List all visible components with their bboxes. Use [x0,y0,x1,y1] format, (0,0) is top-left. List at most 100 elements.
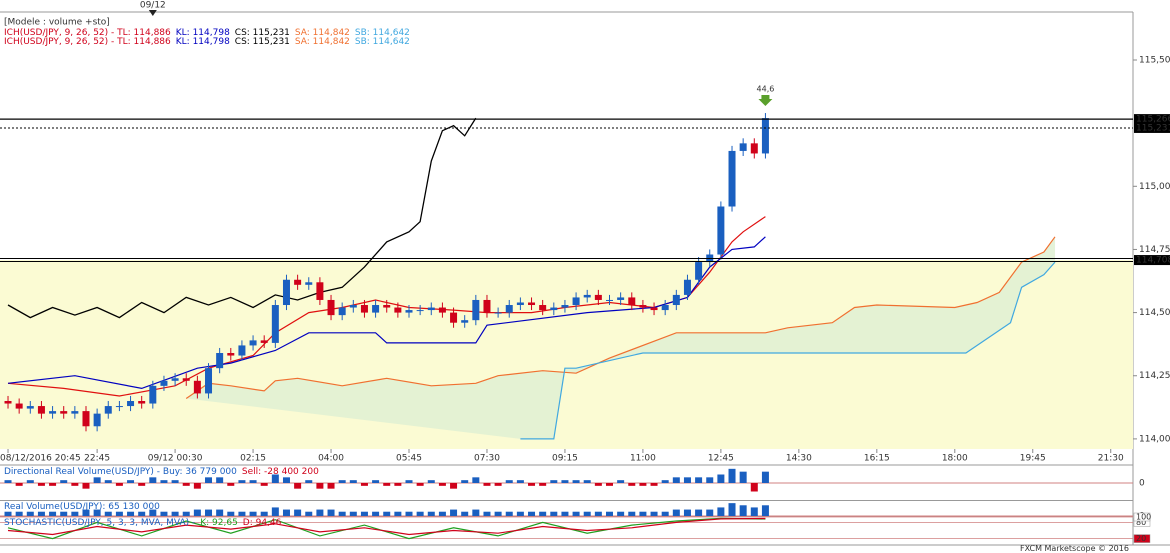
tick-box [1133,534,1151,543]
candle-body [628,297,636,306]
volume-bar [193,483,201,489]
candle-body [550,307,558,311]
volume-bar [717,507,725,516]
volume-bar [37,483,45,486]
volume-bar [138,511,146,516]
candle-body [305,282,313,285]
panel-header: ICH(USD/JPY, 9, 26, 52) - TL: 114,886 KL:… [4,37,410,47]
y-tick-label: 115,50 [1139,55,1170,65]
volume-bar [617,480,625,483]
volume-bar [594,483,602,486]
candle-body [71,411,79,414]
volume-bar [717,474,725,483]
volume-bar [93,509,101,516]
y-tick-label: 0 [1139,479,1145,489]
volume-bar [49,511,57,516]
volume-bar [628,483,636,486]
candle-body [360,305,368,313]
volume-bar [316,483,324,489]
volume-bar [4,480,12,483]
volume-bar [282,509,290,516]
candle-body [171,378,179,381]
volume-bar [572,480,580,483]
candle-body [4,401,12,404]
volume-bar [561,511,569,516]
candle-body [561,305,569,308]
x-tick-label: 19:45 [1020,454,1046,464]
legend-title: [Modele : volume +sto] [4,18,110,28]
candle-body [617,297,625,300]
volume-bar [683,509,691,516]
candle-body [639,305,647,308]
volume-bar [238,480,246,483]
volume-bar [505,511,513,516]
volume-bar [15,511,23,516]
indicator-line [185,236,1056,399]
x-tick-label: 14:30 [786,454,812,464]
volume-bar [561,480,569,483]
y-tick-label: 100 [1136,513,1151,522]
candle-body [461,320,469,323]
volume-bar [594,511,602,516]
volume-bar [216,477,224,483]
header-part: KL: 114,798 [176,28,230,38]
volume-bar [505,480,513,483]
candle-body [182,378,190,381]
volume-bar [171,480,179,483]
volume-bar [115,511,123,516]
volume-bar [605,483,613,486]
indicator-line [7,236,766,390]
candle-body [115,406,123,408]
volume-bar [628,511,636,516]
candle-body [238,345,246,356]
candle-body [416,310,424,312]
volume-bar [416,483,424,486]
header-part: SB: 114,642 [355,28,410,38]
volume-bar [450,483,458,489]
volume-bar [349,511,357,516]
panel-header: STOCHASTIC(USD/JPY, 5, 3, 3, MVA, MVA) -… [4,518,282,528]
volume-bar [583,511,591,516]
candle-body [438,307,446,313]
volume-bar [706,477,714,483]
candle-body [728,150,736,207]
candle-body [227,353,235,356]
signal-arrow [758,95,773,107]
header-part: SA: 114,842 [295,37,350,47]
candle-body [372,305,380,313]
volume-bar [405,511,413,516]
volume-bar [160,480,168,483]
y-tick-label: 114,75 [1139,245,1170,255]
volume-bar [661,480,669,483]
price-label: 114,708 [1136,256,1170,266]
volume-bar [483,511,491,516]
candle-body [216,353,224,369]
indicator-line [7,517,766,540]
volume-bar [171,511,179,516]
candle-body [583,294,591,298]
volume-bar [71,483,79,486]
volume-bar [761,505,769,516]
y-tick-label: 20 [1136,534,1146,543]
price-label-box [1134,255,1170,266]
volume-bar [216,509,224,516]
indicator-line [520,261,1056,440]
volume-bar [695,509,703,516]
candle-body [282,279,290,306]
y-tick-label: 115,00 [1139,182,1170,192]
header-part: Directional Real Volume(USD/JPY) - Buy: … [4,467,237,477]
candle-body [104,406,112,414]
volume-bar [494,511,502,516]
volume-bar [461,480,469,483]
volume-bar [294,483,302,489]
volume-bar [338,511,346,516]
candle-body [695,262,703,280]
date-marker-arrow [148,10,157,16]
volume-bar [695,477,703,483]
volume-bar [550,511,558,516]
volume-bar [650,483,658,486]
volume-bar [360,511,368,516]
volume-bar [26,511,34,516]
volume-bar [26,480,34,483]
volume-bar [238,511,246,516]
